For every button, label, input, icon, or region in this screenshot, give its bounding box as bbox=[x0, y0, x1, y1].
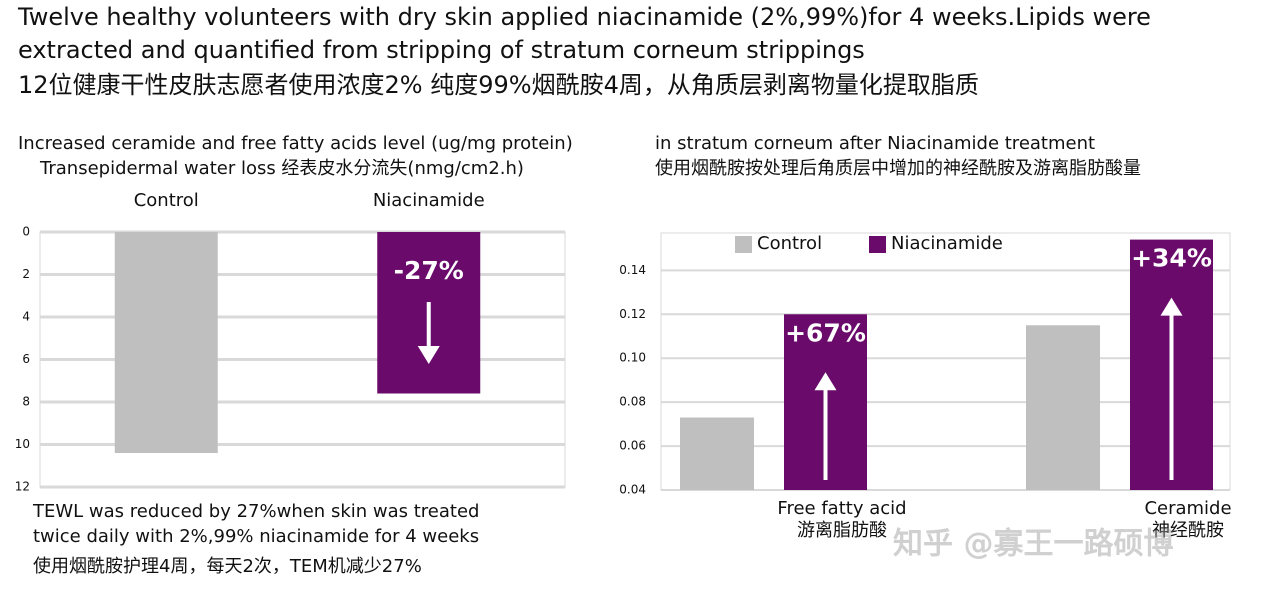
legend-swatch bbox=[735, 236, 752, 253]
y-tick-label: 0.06 bbox=[619, 439, 646, 453]
caption: in stratum corneum after Niacinamide tre… bbox=[655, 133, 1095, 154]
note: 使用烟酰胺护理4周，每天2次，TEM机减少27% bbox=[33, 556, 422, 577]
bar bbox=[1026, 325, 1100, 490]
y-tick-label: 12 bbox=[15, 480, 30, 494]
y-tick-label: 10 bbox=[15, 437, 30, 451]
y-tick-label: 8 bbox=[22, 395, 30, 409]
y-tick-label: 2 bbox=[22, 267, 30, 281]
caption: 使用烟酰胺按处理后角质层中增加的神经酰胺及游离脂肪酸量 bbox=[655, 158, 1141, 179]
x-category-label: 游离脂肪酸 bbox=[797, 520, 887, 541]
y-tick-label: 0.08 bbox=[619, 395, 646, 409]
header-line: extracted and quantified from stripping … bbox=[18, 36, 865, 64]
y-tick-label: 4 bbox=[22, 310, 30, 324]
legend-label: Control bbox=[757, 233, 822, 254]
note: twice daily with 2%,99% niacinamide for … bbox=[33, 526, 479, 547]
bar-annotation: +67% bbox=[785, 318, 866, 347]
x-category-label: Ceramide bbox=[1144, 498, 1231, 519]
legend-label: Niacinamide bbox=[891, 233, 1003, 254]
note: TEWL was reduced by 27%when skin was tre… bbox=[32, 501, 479, 522]
caption: Increased ceramide and free fatty acids … bbox=[18, 133, 573, 154]
x-category-label: Free fatty acid bbox=[777, 498, 906, 519]
bar-annotation: -27% bbox=[394, 256, 464, 285]
y-tick-label: 0.14 bbox=[619, 263, 646, 277]
x-category-label: Control bbox=[134, 190, 199, 211]
y-tick-label: 0.12 bbox=[619, 307, 646, 321]
bar-annotation: +34% bbox=[1131, 244, 1212, 273]
legend-swatch bbox=[869, 236, 886, 253]
x-category-label: 神经酰胺 bbox=[1152, 520, 1224, 541]
y-tick-label: 0 bbox=[22, 225, 30, 239]
header-line: 12位健康干性皮肤志愿者使用浓度2% 纯度99%烟酰胺4周，从角质层剥离物量化提… bbox=[18, 71, 979, 99]
arrow-head bbox=[417, 346, 440, 364]
y-tick-label: 0.10 bbox=[619, 351, 646, 365]
arrow-head bbox=[814, 372, 837, 391]
header-line: Twelve healthy volunteers with dry skin … bbox=[17, 3, 1151, 31]
bar bbox=[114, 232, 218, 453]
caption: Transepidermal water loss 经表皮水分流失(nmg/cm… bbox=[39, 158, 524, 179]
x-category-label: Niacinamide bbox=[373, 190, 485, 211]
y-tick-label: 0.04 bbox=[619, 483, 646, 497]
y-tick-label: 6 bbox=[22, 352, 30, 366]
arrow-head bbox=[1160, 297, 1183, 316]
watermark: 知乎 @寡王一路硕博 bbox=[893, 527, 1173, 562]
bar bbox=[680, 417, 754, 490]
